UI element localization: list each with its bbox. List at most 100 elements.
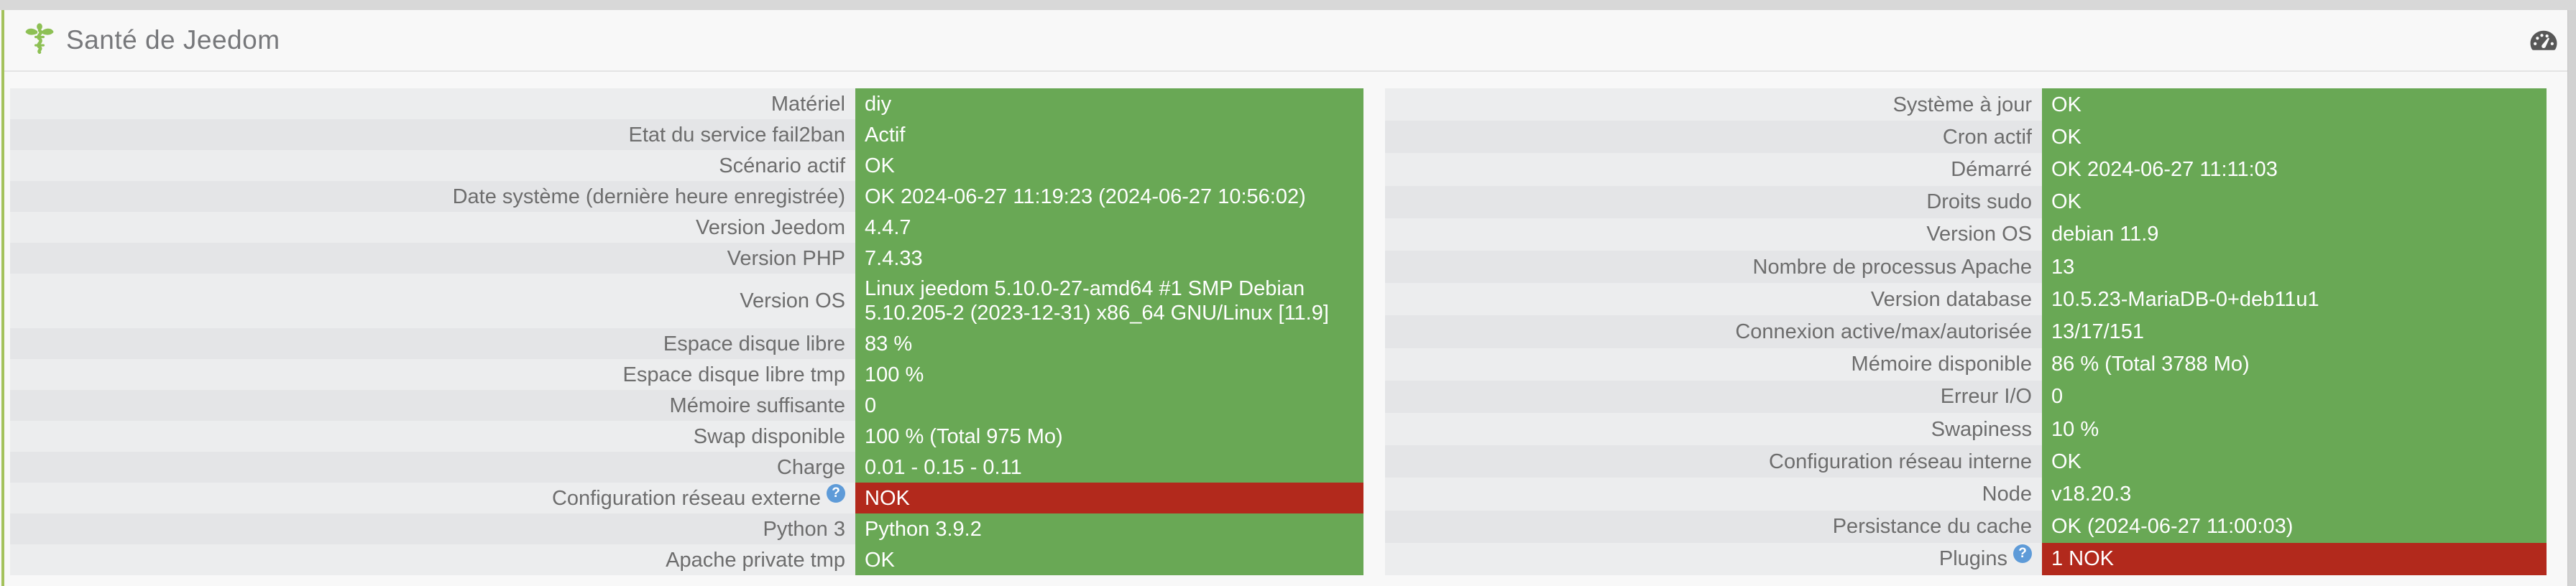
row-label: Swap disponible [10, 421, 855, 452]
row-label: Version database [1385, 283, 2042, 316]
row-value-badge: 13/17/151 [2042, 315, 2547, 348]
row-label: Persistance du cache [1385, 510, 2042, 543]
table-row: Cron actif OK [1385, 121, 2547, 154]
row-value-badge: Linux jeedom 5.10.0-27-amd64 #1 SMP Debi… [855, 274, 1363, 328]
row-label: Version OS [1385, 218, 2042, 251]
row-value-badge: OK (2024-06-27 11:00:03) [2042, 510, 2547, 543]
row-label: Apache private tmp [10, 544, 855, 575]
header-actions [2530, 30, 2557, 50]
row-label: Matériel [10, 88, 855, 119]
row-value-badge: OK [2042, 121, 2547, 154]
row-label: Version OS [10, 274, 855, 328]
health-table-right: Système à jour OK Cron actif OK Démarré … [1385, 88, 2547, 576]
row-label: Swapiness [1385, 413, 2042, 446]
row-value-badge: debian 11.9 [2042, 218, 2547, 251]
row-label: Système à jour [1385, 88, 2042, 121]
table-row: Version OS Linux jeedom 5.10.0-27-amd64 … [10, 274, 1363, 328]
row-label: Nombre de processus Apache [1385, 251, 2042, 284]
table-row: Persistance du cache OK (2024-06-27 11:0… [1385, 510, 2547, 543]
row-value-badge: NOK [855, 483, 1363, 513]
row-label: Connexion active/max/autorisée [1385, 315, 2042, 348]
row-value-badge: Actif [855, 119, 1363, 150]
table-row: Scénario actif OK [10, 150, 1363, 181]
row-value-badge: OK 2024-06-27 11:11:03 [2042, 153, 2547, 186]
table-row: Version Jeedom 4.4.7 [10, 212, 1363, 243]
tachometer-icon[interactable] [2530, 30, 2557, 50]
row-value-badge: 86 % (Total 3788 Mo) [2042, 348, 2547, 381]
help-icon[interactable]: ? [827, 483, 845, 503]
row-label: Espace disque libre [10, 328, 855, 359]
panel-header: Santé de Jeedom [4, 10, 2567, 72]
row-value-badge: 4.4.7 [855, 212, 1363, 243]
row-value-badge: 10 % [2042, 413, 2547, 446]
table-row: Espace disque libre tmp 100 % [10, 359, 1363, 390]
row-label: Plugins? [1385, 542, 2042, 576]
row-label: Python 3 [10, 513, 855, 544]
table-row: Date système (dernière heure enregistrée… [10, 181, 1363, 212]
row-value-badge: 0 [2042, 380, 2547, 414]
row-label: Node [1385, 478, 2042, 511]
row-label: Etat du service fail2ban [10, 119, 855, 150]
table-row: Espace disque libre 83 % [10, 328, 1363, 359]
row-label: Configuration réseau externe? [10, 483, 855, 513]
table-row: Charge 0.01 - 0.15 - 0.11 [10, 452, 1363, 483]
row-value-badge: v18.20.3 [2042, 478, 2547, 511]
table-row: Version OS debian 11.9 [1385, 218, 2547, 251]
row-value-badge: 83 % [855, 328, 1363, 359]
row-value-badge: 0 [855, 390, 1363, 421]
row-label: Charge [10, 452, 855, 483]
row-label: Scénario actif [10, 150, 855, 181]
row-value-badge: OK [855, 544, 1363, 575]
vertical-scrollbar[interactable] [2567, 10, 2576, 586]
table-row: Plugins? 1 NOK [1385, 542, 2547, 576]
table-row: Swapiness 10 % [1385, 413, 2547, 446]
row-value-badge: diy [855, 88, 1363, 119]
table-row: Swap disponible 100 % (Total 975 Mo) [10, 421, 1363, 452]
row-label: Cron actif [1385, 121, 2042, 154]
row-value-badge: 100 % [855, 359, 1363, 390]
table-row: Mémoire disponible 86 % (Total 3788 Mo) [1385, 348, 2547, 381]
row-label: Mémoire disponible [1385, 348, 2042, 381]
table-row: Nombre de processus Apache 13 [1385, 251, 2547, 284]
row-value-badge: OK 2024-06-27 11:19:23 (2024-06-27 10:56… [855, 181, 1363, 212]
health-content: Matériel diy Etat du service fail2ban Ac… [0, 73, 2576, 576]
row-label: Version PHP [10, 243, 855, 274]
row-label: Mémoire suffisante [10, 390, 855, 421]
table-row: Etat du service fail2ban Actif [10, 119, 1363, 150]
row-value-badge: 100 % (Total 975 Mo) [855, 421, 1363, 452]
row-value-badge: OK [855, 150, 1363, 181]
help-icon[interactable]: ? [2013, 544, 2032, 564]
table-row: Version PHP 7.4.33 [10, 243, 1363, 274]
table-row: Configuration réseau externe? NOK [10, 483, 1363, 513]
window-top-strip [0, 0, 2576, 10]
row-label: Date système (dernière heure enregistrée… [10, 181, 855, 212]
table-row: Apache private tmp OK [10, 544, 1363, 575]
table-row: Python 3 Python 3.9.2 [10, 513, 1363, 544]
page-title: Santé de Jeedom [66, 25, 280, 55]
left-accent-line [1, 10, 4, 586]
row-label: Droits sudo [1385, 185, 2042, 218]
table-row: Matériel diy [10, 88, 1363, 119]
table-row: Erreur I/O 0 [1385, 380, 2547, 414]
table-row: Mémoire suffisante 0 [10, 390, 1363, 421]
table-row: Version database 10.5.23-MariaDB-0+deb11… [1385, 283, 2547, 316]
row-label: Version Jeedom [10, 212, 855, 243]
table-row: Node v18.20.3 [1385, 478, 2547, 511]
table-row: Système à jour OK [1385, 88, 2547, 121]
table-row: Configuration réseau interne OK [1385, 445, 2547, 478]
row-value-badge: 7.4.33 [855, 243, 1363, 274]
row-value-badge: OK [2042, 445, 2547, 478]
caduceus-health-icon [25, 23, 54, 55]
row-value-badge: 10.5.23-MariaDB-0+deb11u1 [2042, 283, 2547, 316]
row-label: Configuration réseau interne [1385, 445, 2042, 478]
table-row: Démarré OK 2024-06-27 11:11:03 [1385, 153, 2547, 186]
table-row: Droits sudo OK [1385, 185, 2547, 218]
row-value-badge: 0.01 - 0.15 - 0.11 [855, 452, 1363, 483]
row-value-badge: Python 3.9.2 [855, 513, 1363, 544]
row-value-badge: 13 [2042, 251, 2547, 284]
row-label: Démarré [1385, 153, 2042, 186]
table-row: Connexion active/max/autorisée 13/17/151 [1385, 315, 2547, 348]
row-label: Espace disque libre tmp [10, 359, 855, 390]
row-label: Erreur I/O [1385, 380, 2042, 414]
row-value-badge: OK [2042, 88, 2547, 121]
